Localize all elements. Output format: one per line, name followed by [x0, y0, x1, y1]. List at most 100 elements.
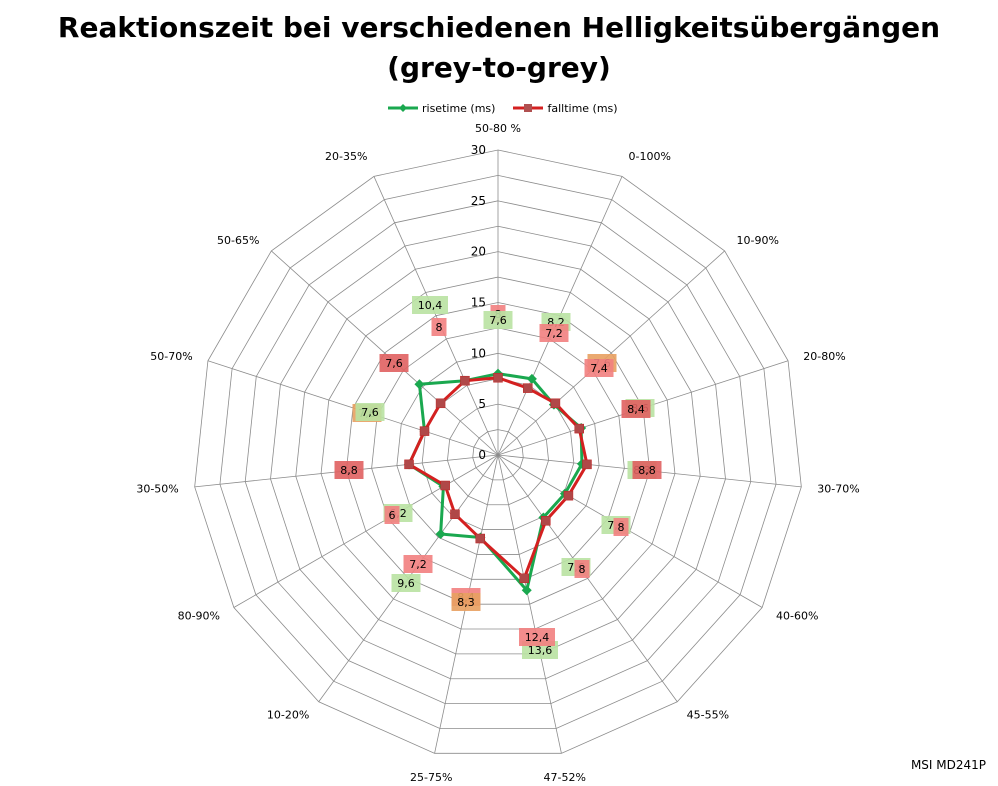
series-line	[407, 376, 589, 580]
r-tick-label: 25	[471, 194, 486, 208]
category-label: 30-70%	[817, 483, 859, 496]
data-label: 8	[436, 321, 443, 334]
credit-label: MSI MD241P	[910, 758, 986, 772]
data-label: 12,4	[525, 631, 550, 644]
data-label: 8	[618, 521, 625, 534]
fall-point	[523, 383, 533, 393]
fall-point	[582, 459, 592, 470]
fall-point	[450, 509, 460, 519]
rise-point	[526, 373, 537, 384]
category-label: 20-80%	[803, 350, 845, 363]
data-label: 8,3	[457, 596, 475, 609]
legend-fall-label: falltime (ms)	[547, 101, 618, 115]
fall-point	[550, 398, 561, 409]
grid-ring	[194, 149, 802, 754]
data-label: 7,2	[545, 327, 563, 340]
data-label: 8	[579, 563, 586, 576]
data-label-bg	[384, 506, 400, 524]
rise-point	[435, 528, 446, 539]
data-label-bg	[431, 318, 447, 336]
grid-spoke	[373, 176, 499, 456]
data-label-bg	[632, 461, 662, 479]
r-tick-label: 5	[478, 397, 486, 411]
r-tick-label: 15	[471, 296, 486, 310]
fall-point	[475, 533, 485, 544]
legend-fall-marker-icon	[513, 104, 544, 112]
grid-ring	[447, 403, 549, 506]
grid-ring	[270, 225, 726, 680]
r-tick-label: 20	[471, 245, 486, 259]
r-tick-label: 30	[471, 143, 486, 157]
data-label: 7,4	[590, 362, 608, 375]
fall-point	[563, 490, 574, 501]
data-label-bg	[412, 296, 448, 314]
data-label-bg	[483, 311, 513, 329]
category-label: 50-70%	[150, 350, 192, 363]
legend-item-rise: risetime (ms)	[388, 102, 495, 115]
r-tick-label: 10	[471, 346, 486, 360]
fall-point	[574, 423, 584, 434]
category-label: 25-75%	[410, 771, 452, 784]
category-label: 47-52%	[544, 771, 586, 784]
fall-point	[440, 480, 450, 491]
data-label-bg	[539, 324, 569, 342]
category-label: 50-80 %	[475, 122, 521, 135]
r-tick-label: 0	[478, 448, 486, 462]
grid-ring	[219, 175, 777, 729]
grid-ring	[371, 327, 625, 580]
data-label: 13,6	[528, 644, 553, 657]
rise-point	[414, 379, 425, 390]
data-label: 10,4	[418, 299, 443, 312]
data-label-bg	[451, 593, 481, 611]
chart-title-line2: (grey-to-grey)	[387, 51, 611, 84]
data-label-bg	[613, 518, 629, 536]
legend-item-fall: falltime (ms)	[513, 101, 618, 115]
fall-point	[460, 375, 470, 386]
category-label: 50-65%	[217, 234, 259, 247]
category-label: 20-35%	[325, 150, 367, 163]
data-label-bg	[355, 403, 385, 421]
data-label-bg	[391, 574, 421, 592]
grid-spoke	[233, 454, 499, 608]
legend-rise-label: risetime (ms)	[422, 101, 496, 115]
data-label-bg	[574, 560, 590, 578]
category-label: 10-20%	[267, 709, 309, 722]
data-label: 7,6	[489, 314, 507, 327]
data-label: 7,2	[409, 558, 427, 571]
category-label: 10-90%	[737, 234, 779, 247]
category-label: 40-60%	[776, 610, 818, 623]
data-label-bg	[584, 359, 614, 377]
data-label: 6	[389, 509, 396, 522]
data-label: 8,8	[340, 464, 358, 477]
category-label: 45-55%	[687, 709, 729, 722]
grid-ring	[244, 200, 752, 705]
grid-spoke	[497, 454, 562, 754]
rise-point	[521, 585, 532, 596]
grid-ring	[320, 276, 676, 630]
data-label: 9,6	[397, 577, 415, 590]
data-label-bg	[519, 628, 555, 646]
data-label-bg	[403, 555, 433, 573]
grid-ring	[472, 429, 524, 481]
grid-spoke	[271, 250, 499, 456]
fall-point	[404, 459, 414, 470]
chart-title-line1: Reaktionszeit bei verschiedenen Helligke…	[57, 11, 941, 44]
fall-point	[419, 426, 430, 436]
data-label: 8,4	[627, 403, 645, 416]
category-label: 0-100%	[629, 150, 671, 163]
fall-point	[519, 573, 529, 584]
grid-ring	[345, 302, 651, 605]
data-label: 8,8	[638, 464, 656, 477]
fall-point	[493, 372, 503, 383]
category-label: 80-90%	[178, 610, 220, 623]
data-label-bg	[379, 354, 409, 372]
data-label-bg	[334, 461, 364, 479]
fall-point	[541, 516, 551, 526]
category-label: 30-50%	[136, 483, 178, 496]
data-label: 7,6	[361, 406, 379, 419]
grid-spoke	[497, 454, 678, 702]
fall-point	[435, 398, 446, 409]
data-label: 7,6	[385, 357, 403, 370]
grid-ring	[295, 251, 701, 655]
